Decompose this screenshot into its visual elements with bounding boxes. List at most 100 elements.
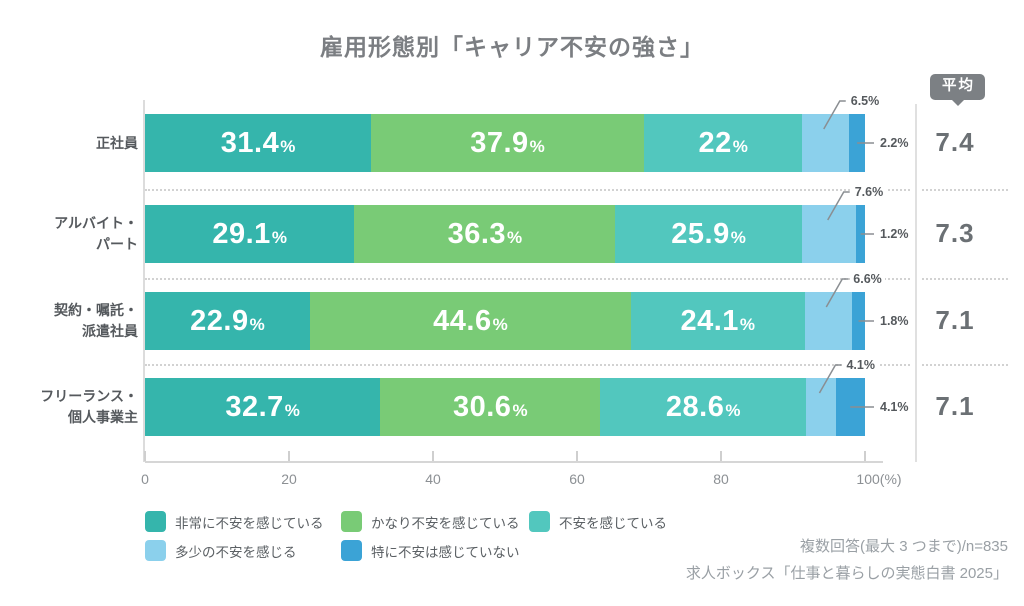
segment-value-percent-sign: % — [280, 136, 296, 156]
x-axis-tick-label: 20 — [281, 471, 297, 487]
category-label-line: 正社員 — [96, 134, 138, 151]
bar-segment — [802, 114, 850, 172]
bar-segment: 22% — [643, 114, 803, 172]
average-value: 7.3 — [935, 218, 975, 248]
callout-label: 6.6% — [850, 270, 885, 288]
bar-segment — [835, 378, 865, 436]
segment-value-number: 31.4 — [220, 126, 280, 159]
legend-label: かなり不安を感じている — [371, 515, 520, 531]
category-label-line: アルバイト・ — [54, 215, 138, 231]
segment-value-number: 30.6 — [452, 390, 512, 423]
legend-label: 多少の不安を感じる — [175, 544, 297, 560]
legend-swatch-icon — [145, 540, 166, 561]
callout-label: 6.5% — [847, 92, 883, 110]
category-label-line: 契約・嘱託・ — [54, 302, 138, 318]
category-label: アルバイト・パート — [8, 213, 138, 255]
segment-value-label: 31.4% — [221, 127, 296, 160]
bar-segment: 36.3% — [354, 205, 616, 263]
legend-swatch-icon — [529, 511, 550, 532]
legend-swatch-icon — [341, 540, 362, 561]
segment-value-percent-sign: % — [271, 227, 287, 247]
category-label-line: フリーランス・ — [40, 388, 138, 404]
segment-value-number: 44.6 — [433, 304, 492, 337]
category-label: 正社員 — [8, 133, 138, 154]
segment-value-number: 32.7 — [225, 390, 284, 423]
x-axis-tick-mark — [864, 451, 866, 461]
segment-value-number: 28.6 — [665, 390, 725, 423]
x-axis-tick-mark — [144, 451, 146, 461]
segment-value-number: 37.9 — [470, 126, 529, 159]
segment-value-percent-sign: % — [730, 227, 746, 247]
chart-title: 雇用形態別「キャリア不安の強さ」 — [320, 34, 704, 60]
callout-label: 4.1% — [877, 398, 912, 416]
x-axis-tick-label: 40 — [425, 471, 441, 487]
segment-value-percent-sign: % — [725, 400, 741, 420]
bar-segment: 28.6% — [600, 378, 807, 436]
x-axis-tick-label: 60 — [569, 471, 585, 487]
callout-label: 1.8% — [877, 312, 912, 330]
y-axis-line — [143, 100, 145, 462]
segment-value-label: 36.3% — [448, 218, 523, 251]
average-value: 7.4 — [935, 127, 975, 157]
row-separator-dashed — [922, 188, 1008, 191]
segment-value-percent-sign: % — [492, 314, 508, 334]
bar-row: 31.4% 37.9% 22% — [145, 114, 865, 172]
average-header-label: 平均 — [942, 78, 975, 94]
x-axis-tick-label: 80 — [713, 471, 729, 487]
x-axis-tick-label: 0 — [141, 471, 149, 487]
source-note: 複数回答(最大 3 つまで)/n=835 求人ボックス「仕事と暮らしの実態白書 … — [686, 533, 1008, 587]
legend-item: 不安を感じている — [529, 511, 667, 532]
bar-row: 22.9% 44.6% 24.1% — [145, 292, 865, 350]
segment-value-label: 32.7% — [225, 391, 300, 424]
segment-value-number: 22 — [698, 126, 732, 159]
segment-value-label: 25.9% — [671, 218, 746, 251]
segment-value-number: 29.1 — [212, 217, 271, 250]
legend-label: 非常に不安を感じている — [175, 515, 324, 531]
row-separator-dashed — [145, 364, 910, 366]
legend-item: 非常に不安を感じている — [145, 511, 324, 532]
x-axis-line — [145, 461, 883, 463]
segment-value-label: 37.9% — [470, 127, 545, 160]
bar-segment — [856, 205, 865, 263]
legend-label: 特に不安は感じていない — [371, 544, 520, 560]
category-label: 契約・嘱託・ 派遣社員 — [8, 300, 138, 342]
legend-item: 特に不安は感じていない — [341, 540, 520, 561]
segment-value-label: 30.6% — [453, 391, 528, 424]
legend-item: かなり不安を感じている — [341, 511, 520, 532]
segment-value-percent-sign: % — [529, 136, 545, 156]
x-axis-tick-mark — [288, 451, 290, 461]
segment-value-percent-sign: % — [732, 136, 748, 156]
segment-value-label: 29.1% — [212, 218, 287, 251]
category-label: フリーランス・個人事業主 — [8, 386, 138, 428]
segment-value-number: 22.9 — [190, 304, 249, 337]
segment-value-percent-sign: % — [507, 227, 523, 247]
segment-value-number: 24.1 — [680, 304, 739, 337]
bar-segment — [801, 205, 857, 263]
bar-segment: 31.4% — [145, 114, 372, 172]
bar-segment — [852, 292, 865, 350]
row-separator-dashed — [922, 277, 1008, 280]
row-separator-dashed — [922, 364, 1008, 366]
x-axis-tick-mark — [576, 451, 578, 461]
legend-label: 不安を感じている — [559, 515, 667, 531]
category-label-line: 個人事業主 — [68, 409, 138, 425]
average-value: 7.1 — [935, 391, 975, 421]
x-axis-tick-mark — [432, 451, 434, 461]
segment-value-number: 36.3 — [447, 217, 507, 250]
bar-segment — [804, 292, 853, 350]
segment-value-percent-sign: % — [284, 400, 300, 420]
callout-label: 7.6% — [851, 183, 887, 201]
segment-value-label: 28.6% — [666, 391, 741, 424]
average-column-divider — [915, 104, 917, 462]
x-axis-tick-label: 100(%) — [856, 471, 902, 487]
callout-label: 2.2% — [877, 134, 912, 152]
average-value: 7.1 — [935, 305, 975, 335]
category-label-line: パート — [96, 236, 138, 252]
bar-segment: 30.6% — [380, 378, 601, 436]
source-note-line-1: 複数回答(最大 3 つまで)/n=835 — [800, 538, 1008, 555]
segment-value-percent-sign: % — [249, 314, 265, 334]
average-header-badge: 平均 — [930, 74, 985, 106]
row-separator-dashed — [145, 188, 910, 191]
bar-segment: 44.6% — [309, 292, 631, 350]
